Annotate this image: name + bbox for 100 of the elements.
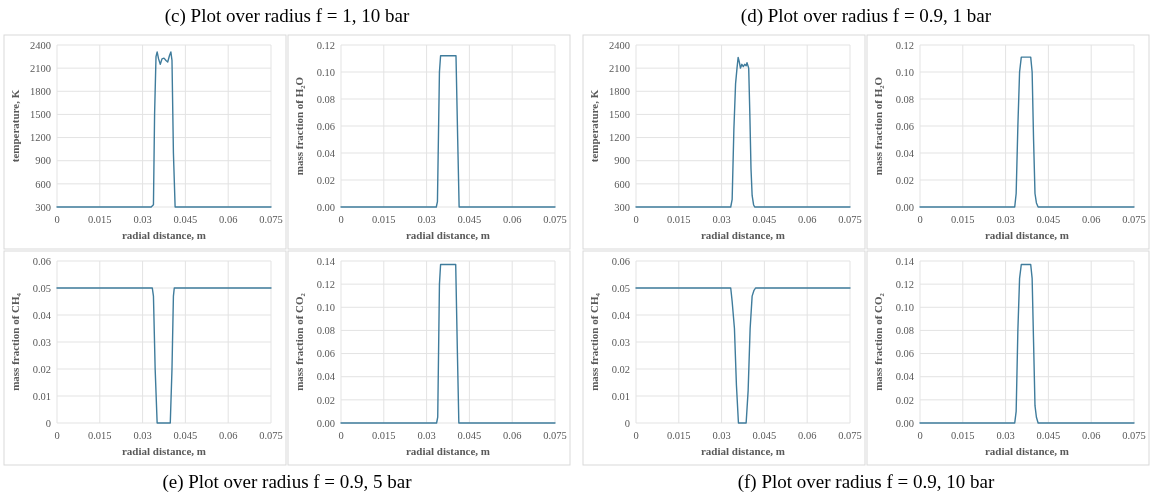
chart-title: (d) Plot over radius f = 0.9, 1 bar — [740, 5, 992, 27]
y-tick-label: 0.06 — [895, 348, 914, 360]
y-tick-label: 0.08 — [316, 93, 335, 105]
x-tick-label: 0 — [54, 214, 60, 225]
x-tick-label: 0.015 — [666, 214, 691, 225]
y-axis-title: mass fraction of H₂O — [293, 76, 305, 176]
line-series — [919, 263, 1135, 424]
y-tick-label: 2400 — [609, 39, 630, 51]
y-tick-label: 0.03 — [32, 336, 51, 348]
y-tick-label: 0.00 — [316, 201, 335, 213]
x-tick-label: 0.03 — [712, 214, 731, 225]
y-tick-label: 1200 — [609, 132, 630, 144]
y-tick-label: 0.12 — [316, 39, 335, 51]
x-tick-label: 0.075 — [838, 430, 862, 441]
x-tick-label: 0.075 — [1122, 214, 1146, 225]
x-tick-label: 0 — [54, 430, 60, 441]
text: (e) Plot over radius f = 0.9, 5 bar — [162, 471, 413, 493]
y-tick-label: 0.12 — [895, 278, 914, 290]
y-tick-label: 0.04 — [32, 309, 52, 321]
y-tick-label: 900 — [614, 155, 630, 167]
x-tick-label: 0.045 — [173, 430, 198, 441]
y-tick-label: 0 — [624, 417, 630, 429]
x-axis-title: radial distance, m — [405, 445, 491, 457]
y-tick-label: 0.06 — [895, 120, 914, 132]
x-tick-label: 0.075 — [1122, 430, 1146, 441]
y-axis-title: mass fraction of CO₂ — [293, 292, 305, 391]
x-tick-label: 0.075 — [259, 214, 283, 225]
x-axis-title: radial distance, m — [984, 445, 1070, 457]
x-tick-label: 0.06 — [1082, 214, 1101, 225]
x-tick-label: 0 — [338, 430, 344, 441]
x-tick-label: 0.015 — [87, 430, 112, 441]
line-series — [340, 263, 556, 424]
y-tick-label: 600 — [614, 178, 630, 190]
y-tick-label: 0.08 — [316, 325, 335, 337]
y-tick-label: 900 — [35, 155, 51, 167]
x-tick-label: 0.06 — [1082, 430, 1101, 441]
y-tick-label: 600 — [35, 178, 51, 190]
y-tick-label: 0.14 — [895, 255, 915, 267]
x-tick-label: 0.045 — [1036, 430, 1061, 441]
y-tick-label: 0.04 — [316, 147, 336, 159]
x-tick-label: 0.06 — [503, 214, 522, 225]
text: (f) Plot over radius f = 0.9, 10 bar — [737, 471, 995, 493]
y-tick-label: 1800 — [609, 85, 630, 97]
x-tick-label: 0.06 — [503, 430, 522, 441]
x-tick-label: 0.03 — [996, 430, 1015, 441]
x-tick-label: 0.03 — [712, 430, 731, 441]
y-tick-label: 0.01 — [32, 390, 51, 402]
x-tick-label: 0.015 — [950, 430, 975, 441]
x-axis-title: radial distance, m — [121, 229, 207, 241]
x-tick-label: 0.06 — [798, 214, 817, 225]
y-axis-title: temperature, K — [9, 89, 21, 163]
x-tick-label: 0.045 — [752, 214, 777, 225]
y-tick-label: 0.12 — [895, 39, 914, 51]
x-tick-label: 0.03 — [996, 214, 1015, 225]
y-axis-title: temperature, K — [588, 89, 600, 163]
x-tick-label: 0.015 — [666, 430, 691, 441]
y-tick-label: 2100 — [609, 62, 630, 74]
x-tick-label: 0.045 — [752, 430, 777, 441]
y-tick-label: 0.12 — [316, 278, 335, 290]
y-tick-label: 1800 — [30, 85, 51, 97]
y-tick-label: 0.02 — [895, 174, 914, 186]
y-tick-label: 300 — [614, 201, 630, 213]
x-tick-label: 0 — [633, 430, 639, 441]
y-tick-label: 0.02 — [316, 394, 335, 406]
y-tick-label: 0.00 — [895, 201, 914, 213]
x-tick-label: 0.06 — [219, 430, 238, 441]
x-tick-label: 0.075 — [259, 430, 283, 441]
y-tick-label: 0.10 — [895, 66, 914, 78]
y-axis-title: mass fraction of H₂O — [872, 76, 884, 176]
x-tick-label: 0.015 — [87, 214, 112, 225]
y-tick-label: 0.10 — [316, 66, 335, 78]
y-tick-label: 1500 — [30, 109, 51, 121]
x-axis-title: radial distance, m — [405, 229, 491, 241]
x-tick-label: 0.06 — [219, 214, 238, 225]
x-tick-label: 0 — [917, 430, 923, 441]
x-tick-label: 0.015 — [371, 214, 396, 225]
x-tick-label: 0 — [633, 214, 639, 225]
x-tick-label: 0.03 — [417, 430, 436, 441]
y-tick-label: 0.00 — [316, 417, 335, 429]
x-tick-label: 0 — [917, 214, 923, 225]
y-tick-label: 0.02 — [316, 174, 335, 186]
x-tick-label: 0.015 — [950, 214, 975, 225]
x-tick-label: 0.045 — [457, 430, 482, 441]
x-tick-label: 0.045 — [1036, 214, 1061, 225]
y-tick-label: 0.05 — [32, 282, 51, 294]
y-tick-label: 0.03 — [611, 336, 630, 348]
y-tick-label: 0.08 — [895, 93, 914, 105]
y-tick-label: 0.10 — [895, 301, 914, 313]
y-tick-label: 0.00 — [895, 417, 914, 429]
x-tick-label: 0.03 — [133, 430, 152, 441]
y-tick-label: 0.14 — [316, 255, 336, 267]
y-tick-label: 0.04 — [316, 371, 336, 383]
x-tick-label: 0.045 — [173, 214, 198, 225]
x-axis-title: radial distance, m — [121, 445, 207, 457]
x-axis-title: radial distance, m — [700, 445, 786, 457]
y-tick-label: 0.06 — [316, 120, 335, 132]
y-tick-label: 0.08 — [895, 325, 914, 337]
x-tick-label: 0.045 — [457, 214, 482, 225]
y-axis-title: mass fraction of CO₂ — [872, 292, 884, 391]
x-tick-label: 0.075 — [838, 214, 862, 225]
